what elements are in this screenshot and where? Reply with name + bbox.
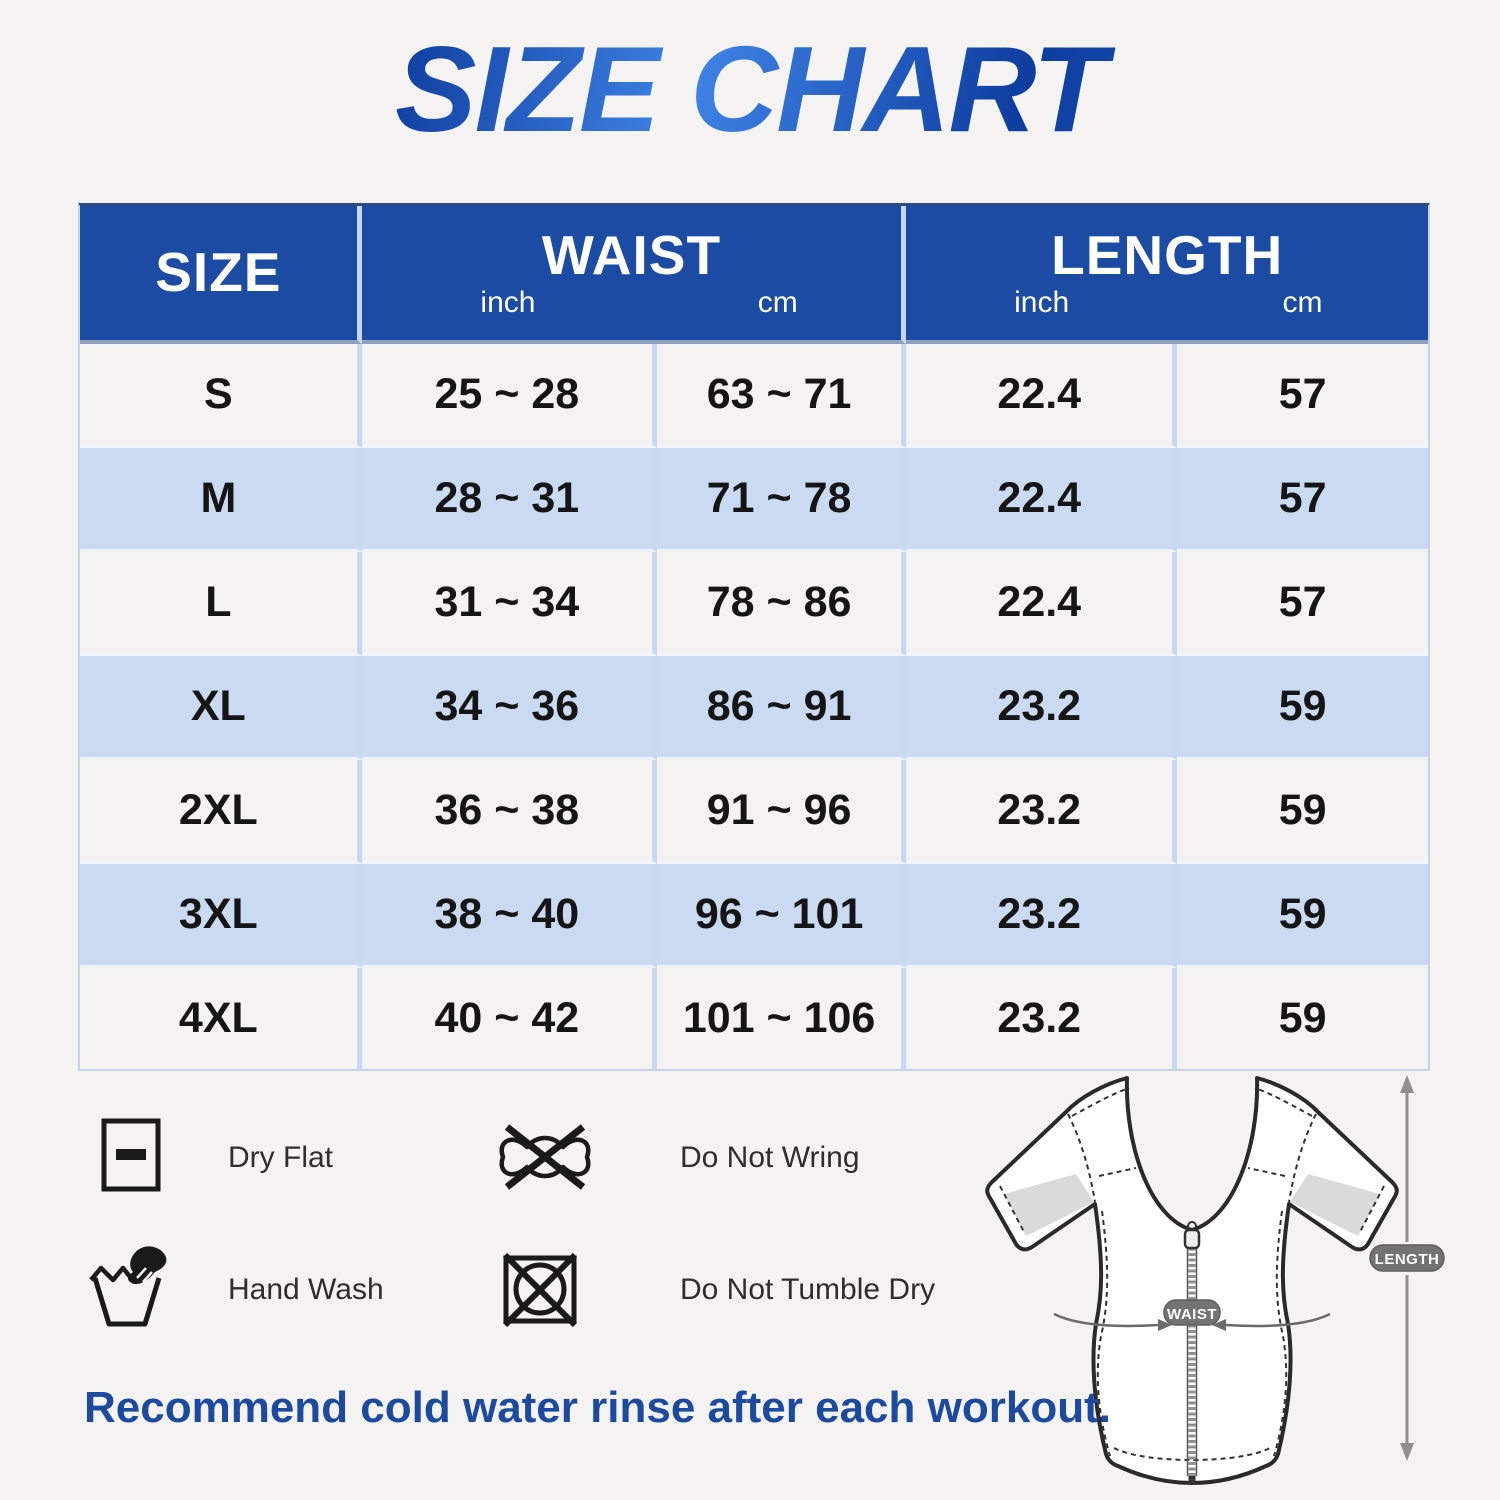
size-table: SIZE WAIST inch cm LENGTH inch cm	[78, 203, 1430, 1071]
cell-waist-inch: 28 ~ 31	[361, 448, 657, 552]
header-waist-units: inch cm	[362, 286, 902, 319]
care-label: Do Not Tumble Dry	[680, 1273, 936, 1306]
table-row: 3XL 38 ~ 40 96 ~ 101 23.2 59	[80, 864, 1428, 968]
cell-waist-inch: 34 ~ 36	[361, 656, 657, 760]
sleeve-panel	[1290, 1174, 1380, 1236]
zipper	[1183, 1221, 1201, 1484]
header-size-label: SIZE	[155, 241, 282, 304]
cell-size: L	[80, 552, 362, 656]
zipper-pull-icon	[1183, 1228, 1201, 1250]
garment-measure-diagram: WAIST LENGTH	[985, 1075, 1445, 1485]
header-length: LENGTH inch cm	[906, 206, 1428, 344]
care-label: Hand Wash	[228, 1273, 384, 1306]
header-length-units: inch cm	[906, 286, 1428, 319]
table-row: S 25 ~ 28 63 ~ 71 22.4 57	[80, 344, 1428, 448]
cell-length-inch: 22.4	[906, 448, 1178, 552]
header-waist-label: WAIST	[541, 223, 722, 286]
cell-waist-inch: 38 ~ 40	[361, 864, 657, 968]
header-size: SIZE	[80, 206, 362, 344]
cell-length-inch: 23.2	[906, 968, 1178, 1069]
cell-length-cm: 57	[1177, 552, 1428, 656]
page-title: SIZE CHART	[0, 22, 1500, 156]
cell-size: M	[80, 448, 362, 552]
hand-wash-icon	[89, 1246, 167, 1327]
waist-measure: WAIST	[1053, 1299, 1331, 1331]
waist-badge-label: WAIST	[1167, 1306, 1217, 1323]
cell-length-inch: 22.4	[906, 344, 1178, 448]
cell-waist-cm: 78 ~ 86	[656, 552, 907, 656]
cell-length-cm: 59	[1177, 968, 1428, 1069]
length-unit-inch: inch	[1014, 286, 1070, 320]
arrow-up-icon	[1400, 1075, 1414, 1093]
arrow-down-icon	[1400, 1443, 1414, 1461]
cell-length-inch: 23.2	[906, 864, 1178, 968]
arrow-right-icon	[1158, 1319, 1172, 1331]
cell-length-cm: 59	[1177, 864, 1428, 968]
cell-length-inch: 23.2	[906, 760, 1178, 864]
sleeve-panel	[1004, 1174, 1094, 1236]
waist-badge	[1163, 1299, 1221, 1326]
do-not-tumble-dry-icon	[502, 1252, 578, 1328]
cell-size: S	[80, 344, 362, 448]
cell-length-cm: 59	[1177, 656, 1428, 760]
cell-length-cm: 57	[1177, 448, 1428, 552]
cell-length-inch: 23.2	[906, 656, 1178, 760]
footer-note: Recommend cold water rinse after each wo…	[84, 1383, 1111, 1432]
cell-length-inch: 22.4	[906, 552, 1178, 656]
arrow-left-icon	[1212, 1319, 1226, 1331]
cell-size: XL	[80, 656, 362, 760]
cell-waist-cm: 91 ~ 96	[656, 760, 907, 864]
cell-length-cm: 59	[1177, 760, 1428, 864]
header-length-label: LENGTH	[1051, 223, 1284, 286]
waist-unit-cm: cm	[757, 286, 798, 320]
cell-size: 2XL	[80, 760, 362, 864]
header-waist: WAIST inch cm	[361, 206, 907, 344]
cell-waist-cm: 71 ~ 78	[656, 448, 907, 552]
length-badge-label: LENGTH	[1375, 1251, 1440, 1268]
table-header-row: SIZE WAIST inch cm LENGTH inch cm	[80, 206, 1428, 344]
cell-waist-inch: 36 ~ 38	[361, 760, 657, 864]
dry-flat-icon	[101, 1118, 161, 1192]
cell-waist-cm: 86 ~ 91	[656, 656, 907, 760]
cell-length-cm: 57	[1177, 344, 1428, 448]
length-unit-cm: cm	[1282, 286, 1323, 320]
cell-waist-cm: 96 ~ 101	[656, 864, 907, 968]
cell-waist-cm: 101 ~ 106	[656, 968, 907, 1069]
length-measure: LENGTH	[1369, 1075, 1445, 1461]
table-row: M 28 ~ 31 71 ~ 78 22.4 57	[80, 448, 1428, 552]
cell-size: 4XL	[80, 968, 362, 1069]
table-row: 4XL 40 ~ 42 101 ~ 106 23.2 59	[80, 968, 1428, 1069]
care-label: Dry Flat	[228, 1141, 333, 1174]
waist-unit-inch: inch	[480, 286, 536, 320]
table-row: 2XL 36 ~ 38 91 ~ 96 23.2 59	[80, 760, 1428, 864]
length-badge	[1369, 1244, 1445, 1272]
cell-waist-inch: 40 ~ 42	[361, 968, 657, 1069]
seam-lines	[999, 1087, 1385, 1461]
do-not-wring-icon	[499, 1124, 591, 1190]
cell-waist-inch: 25 ~ 28	[361, 344, 657, 448]
table-row: L 31 ~ 34 78 ~ 86 22.4 57	[80, 552, 1428, 656]
table-row: XL 34 ~ 36 86 ~ 91 23.2 59	[80, 656, 1428, 760]
cell-size: 3XL	[80, 864, 362, 968]
care-label: Do Not Wring	[680, 1141, 860, 1174]
cell-waist-cm: 63 ~ 71	[656, 344, 907, 448]
cell-waist-inch: 31 ~ 34	[361, 552, 657, 656]
